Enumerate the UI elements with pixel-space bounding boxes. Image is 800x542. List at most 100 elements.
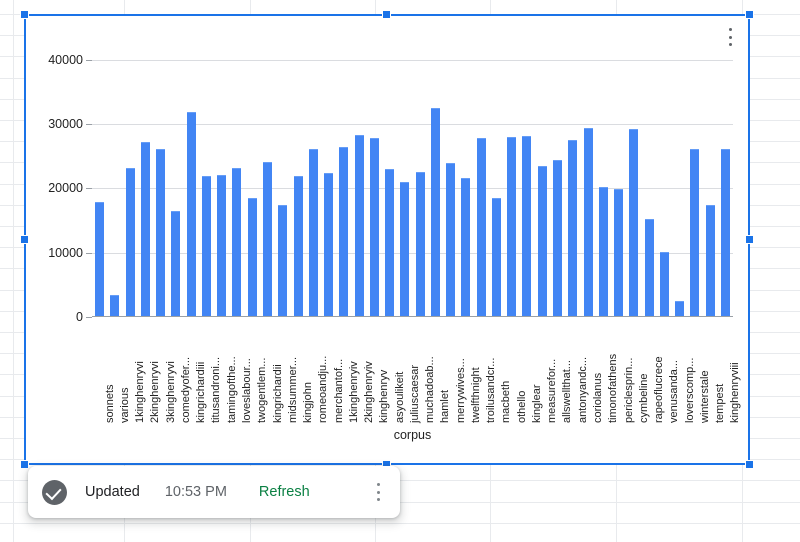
more-vert-icon[interactable] xyxy=(722,26,738,48)
chart-bar[interactable] xyxy=(385,169,395,316)
chart-bar[interactable] xyxy=(690,148,700,316)
chart-bar[interactable] xyxy=(568,140,578,316)
chart-y-tick-mark xyxy=(86,59,92,61)
chart-bar[interactable] xyxy=(552,159,562,316)
chart-bar[interactable] xyxy=(598,187,608,316)
chart-bar[interactable] xyxy=(369,137,379,316)
chart-x-tick-label: timonofathens xyxy=(607,353,620,423)
chart-gridline xyxy=(92,252,733,254)
chart-x-tick-label: winterstale xyxy=(698,370,711,423)
chart-bar[interactable] xyxy=(156,148,166,316)
chart-bar[interactable] xyxy=(629,129,639,316)
chart-bar[interactable] xyxy=(354,135,364,316)
chart-x-axis-line xyxy=(92,316,733,317)
chart-bar[interactable] xyxy=(537,165,547,316)
chart-y-tick-label: 0 xyxy=(76,310,83,324)
dot xyxy=(376,490,380,494)
chart-bar[interactable] xyxy=(171,211,181,316)
chart-bar[interactable] xyxy=(232,168,242,316)
sheet-row-line xyxy=(0,523,800,524)
chart-bar[interactable] xyxy=(476,137,486,316)
resize-handle-middle-right[interactable] xyxy=(745,234,754,244)
chart-x-tick-label: kingjohn xyxy=(302,382,315,423)
resize-handle-bottom-right[interactable] xyxy=(745,460,754,469)
chart-bar[interactable] xyxy=(461,178,471,316)
chart-x-tick-label: cymbeline xyxy=(637,373,650,423)
chart-x-tick-label: merrywives... xyxy=(454,358,467,423)
chart-x-tick-label: 1kinghenryiv xyxy=(347,361,360,423)
status-toast: Updated 10:53 PM Refresh xyxy=(28,466,400,518)
more-vert-icon[interactable] xyxy=(370,482,386,502)
chart-x-tick-label: kinglear xyxy=(530,384,543,423)
chart-y-tick-mark xyxy=(86,188,92,190)
chart-x-tick-label: kinghenryviii xyxy=(729,362,742,423)
chart-bar[interactable] xyxy=(705,204,715,316)
dot xyxy=(376,498,380,501)
chart-bar[interactable] xyxy=(217,174,227,316)
chart-x-tick-label: hamlet xyxy=(439,389,452,423)
chart-bar[interactable] xyxy=(140,142,150,316)
chart-bar[interactable] xyxy=(522,135,532,316)
chart-bar[interactable] xyxy=(415,171,425,316)
chart-plot-area: 0 10000 20000 30000 40000 xyxy=(48,34,733,324)
chart-x-tick-label: twogentlem... xyxy=(256,357,269,423)
chart-gridline xyxy=(92,59,733,61)
chart-bar[interactable] xyxy=(583,128,593,316)
chart-bar[interactable] xyxy=(186,112,196,316)
chart-bars xyxy=(92,34,733,316)
chart-bar[interactable] xyxy=(659,251,669,316)
chart-bar[interactable] xyxy=(95,202,105,316)
chart-x-tick-label: troilusandcr... xyxy=(485,357,498,423)
resize-handle-top-left[interactable] xyxy=(20,10,29,19)
chart-x-tick-label: rapeoflucrece xyxy=(653,356,666,423)
chart-x-tick-label: allswellthat... xyxy=(561,360,574,423)
chart-bar[interactable] xyxy=(324,173,334,316)
chart-x-tick-label: romeoandju... xyxy=(317,355,330,423)
sheet-row-line xyxy=(0,502,800,503)
chart-bar[interactable] xyxy=(293,176,303,316)
chart-x-tick-label: kinghenryv xyxy=(378,369,391,423)
chart-bar[interactable] xyxy=(247,198,257,316)
chart-bar[interactable] xyxy=(507,136,517,316)
chart-y-tick-label: 30000 xyxy=(48,117,83,132)
chart-bar[interactable] xyxy=(430,108,440,316)
chart-bar[interactable] xyxy=(339,146,349,316)
chart-bar[interactable] xyxy=(201,176,211,316)
resize-handle-top-center[interactable] xyxy=(382,10,391,19)
chart-x-tick-label: 1kinghenryvi xyxy=(134,361,147,423)
chart-object[interactable]: 0 10000 20000 30000 40000 sonnets various 1kin… xyxy=(20,10,754,469)
chart-bar[interactable] xyxy=(308,148,318,316)
chart-x-tick-label: various xyxy=(118,387,131,423)
resize-handle-middle-left[interactable] xyxy=(20,234,29,244)
chart-x-tick-label: muchadoab... xyxy=(424,356,437,423)
chart-x-tick-label: 2kinghenryvi xyxy=(149,361,162,423)
chart-x-tick-label: kingrichardii xyxy=(271,364,284,423)
chart-gridline xyxy=(92,124,733,126)
chart-bar[interactable] xyxy=(614,188,624,316)
status-updated-label: Updated xyxy=(85,484,140,500)
chart-bar[interactable] xyxy=(720,148,730,316)
resize-handle-top-right[interactable] xyxy=(745,10,754,19)
chart-bar[interactable] xyxy=(278,205,288,316)
chart-bar[interactable] xyxy=(400,182,410,316)
chart-bar[interactable] xyxy=(491,198,501,316)
chart-y-tick-label: 20000 xyxy=(48,181,83,196)
refresh-button[interactable]: Refresh xyxy=(258,484,310,500)
sheet-row-line xyxy=(0,480,800,481)
chart-y-tick-label: 40000 xyxy=(48,52,83,67)
resize-handle-bottom-left[interactable] xyxy=(20,460,29,469)
chart-bar[interactable] xyxy=(125,168,135,316)
chart-x-tick-label: tamingofthe... xyxy=(225,356,238,423)
dot xyxy=(728,28,732,31)
chart-x-tick-label: 2kinghenryiv xyxy=(363,361,376,423)
chart-bar[interactable] xyxy=(675,301,685,316)
chart-x-tick-label: 3kinghenryvi xyxy=(164,361,177,423)
chart-x-tick-label: kingrichardiii xyxy=(195,361,208,423)
chart-bar[interactable] xyxy=(110,294,120,316)
chart-x-tick-label: antonyandc... xyxy=(576,356,589,423)
chart-bar[interactable] xyxy=(446,162,456,316)
chart-bar[interactable] xyxy=(644,218,654,316)
chart-y-tick-label: 10000 xyxy=(48,245,83,260)
chart-bar[interactable] xyxy=(263,161,272,316)
chart-x-tick-label: othello xyxy=(515,390,528,423)
